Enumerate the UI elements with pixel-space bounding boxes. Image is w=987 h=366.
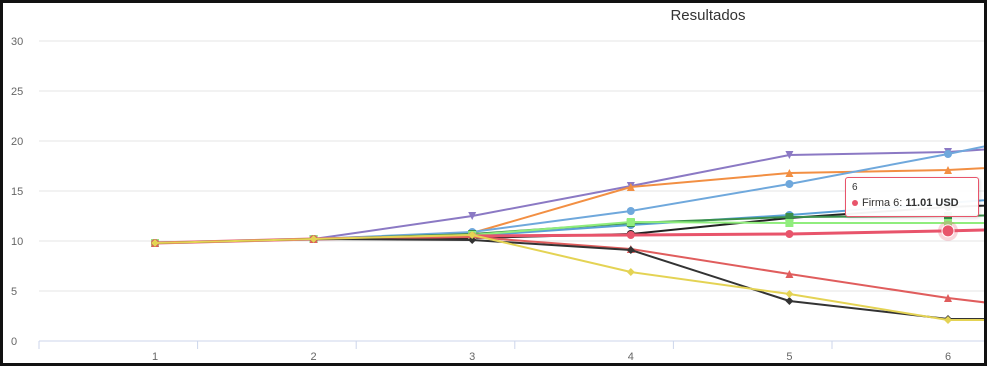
data-point xyxy=(944,219,952,227)
data-point xyxy=(626,183,635,191)
tooltip-series-label: Firma 6: xyxy=(862,197,903,209)
x-tick-label: 5 xyxy=(786,351,792,363)
data-point xyxy=(151,239,159,247)
data-point xyxy=(785,230,794,238)
y-tick-label: 10 xyxy=(11,236,23,248)
tooltip-series-dot xyxy=(852,200,858,207)
x-tick-label: 4 xyxy=(628,351,634,363)
x-tick-label: 1 xyxy=(152,351,158,363)
line-chart: 0 5 10 15 20 25 30 1 2 3 4 5 6 Resultados xyxy=(11,7,984,363)
y-tick-label: 5 xyxy=(11,286,17,298)
chart-tooltip: 6 Firma 6: 11.01 USD xyxy=(845,177,979,217)
x-tick-label: 2 xyxy=(311,351,317,363)
data-point xyxy=(468,212,477,220)
data-point xyxy=(944,150,952,158)
data-point xyxy=(468,236,477,244)
data-point xyxy=(785,297,794,305)
data-point xyxy=(785,169,794,177)
data-point xyxy=(626,246,635,254)
data-point xyxy=(944,166,952,174)
chart-title: Resultados xyxy=(670,7,745,24)
data-point xyxy=(626,268,635,276)
data-point xyxy=(626,207,635,215)
data-point xyxy=(944,316,952,324)
data-point xyxy=(626,218,635,226)
y-tick-label: 0 xyxy=(11,336,17,348)
data-point xyxy=(785,180,794,188)
data-point xyxy=(785,213,794,221)
data-point xyxy=(785,270,794,278)
x-tick-label: 6 xyxy=(945,351,951,363)
y-tick-label: 20 xyxy=(11,136,23,148)
y-tick-label: 30 xyxy=(11,36,23,48)
y-tick-label: 25 xyxy=(11,86,23,98)
data-point xyxy=(944,294,952,302)
tooltip-value: 11.01 USD xyxy=(905,197,959,209)
data-point xyxy=(309,235,318,243)
series-line xyxy=(154,234,984,321)
data-point xyxy=(785,290,794,298)
tooltip-header: 6 xyxy=(852,182,858,193)
data-point xyxy=(785,219,794,227)
y-tick-label: 15 xyxy=(11,186,23,198)
x-tick-label: 3 xyxy=(469,351,475,363)
hover-point xyxy=(941,224,955,238)
series-line xyxy=(154,238,984,320)
data-point xyxy=(785,151,794,159)
data-point xyxy=(626,231,635,239)
data-point xyxy=(468,231,477,239)
